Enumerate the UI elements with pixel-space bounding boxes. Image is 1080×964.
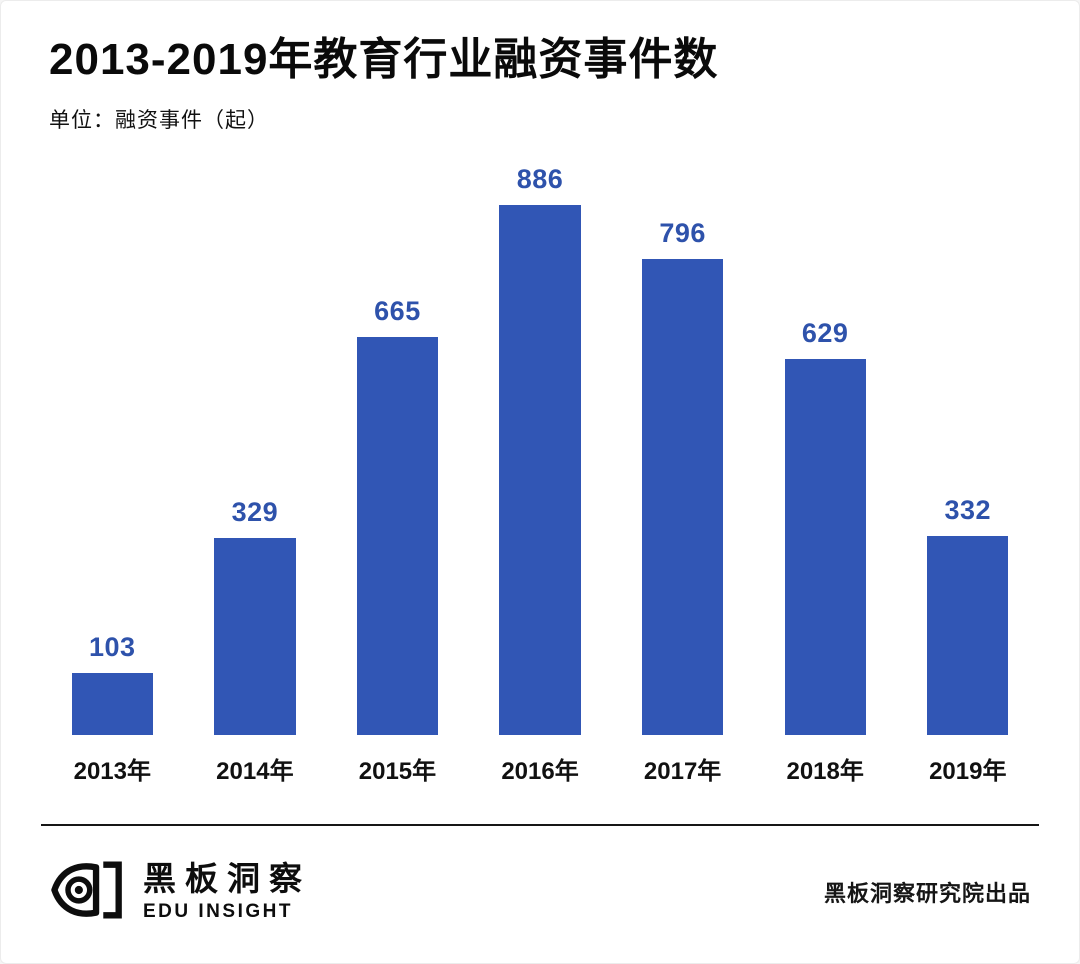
bar-column: 665: [326, 160, 469, 735]
chart-title: 2013-2019年教育行业融资事件数: [49, 35, 719, 84]
bar-column: 103: [41, 160, 184, 735]
bar: [499, 204, 581, 735]
x-axis-label: 2017年: [643, 757, 722, 785]
brand-logo: 黑板洞察 EDU INSIGHT: [49, 856, 311, 929]
bar-value-label: 886: [516, 163, 564, 194]
footer-divider: [41, 823, 1039, 826]
bar: [927, 535, 1009, 735]
bar: [356, 336, 439, 735]
credit-text: 黑板洞察研究院出品: [823, 881, 1031, 907]
bar-column: 886: [469, 160, 612, 735]
x-axis-label: 2018年: [786, 757, 864, 785]
bar: [784, 358, 866, 735]
footer: 黑板洞察 EDU INSIGHT 黑板洞察研究院出品: [1, 826, 1079, 929]
brand-name-en: EDU INSIGHT: [143, 900, 293, 922]
bar-column: 629: [754, 160, 897, 735]
bar: [641, 258, 724, 735]
bar-column: 796: [611, 160, 754, 735]
bar-value-label: 629: [801, 317, 849, 348]
bar: [71, 672, 153, 735]
bar: [214, 537, 296, 735]
bar-value-label: 103: [89, 631, 136, 662]
eye-bracket-logo-icon: [49, 856, 125, 929]
bar-chart: 103 329 665 886 796 629 332: [41, 160, 1039, 735]
bar-value-label: 665: [374, 295, 421, 326]
bar-chart-area: 103 329 665 886 796 629 332 2013年 2014年 2015年 201…: [41, 160, 1039, 794]
bar-value-label: 332: [944, 494, 992, 525]
x-axis-label: 2016年: [501, 757, 579, 785]
x-axis-label: 2014年: [216, 757, 294, 785]
brand-text: 黑板洞察 EDU INSIGHT: [143, 861, 311, 922]
x-axis-labels: 2013年 2014年 2015年 2016年 2017年 2018年 2019年: [41, 735, 1039, 794]
x-axis-label: 2019年: [929, 757, 1007, 785]
bar-column: 329: [184, 160, 327, 735]
chart-header: 2013-2019年教育行业融资事件数 单位：融资事件（起）: [1, 1, 1079, 134]
x-axis-label: 2015年: [358, 757, 437, 785]
x-axis-label: 2013年: [73, 757, 151, 785]
bar-value-label: 796: [659, 217, 706, 248]
chart-unit-label: 单位：融资事件（起）: [49, 108, 269, 132]
bar-value-label: 329: [231, 496, 279, 527]
bar-column: 332: [896, 160, 1039, 735]
brand-name-cn: 黑板洞察: [143, 860, 311, 898]
